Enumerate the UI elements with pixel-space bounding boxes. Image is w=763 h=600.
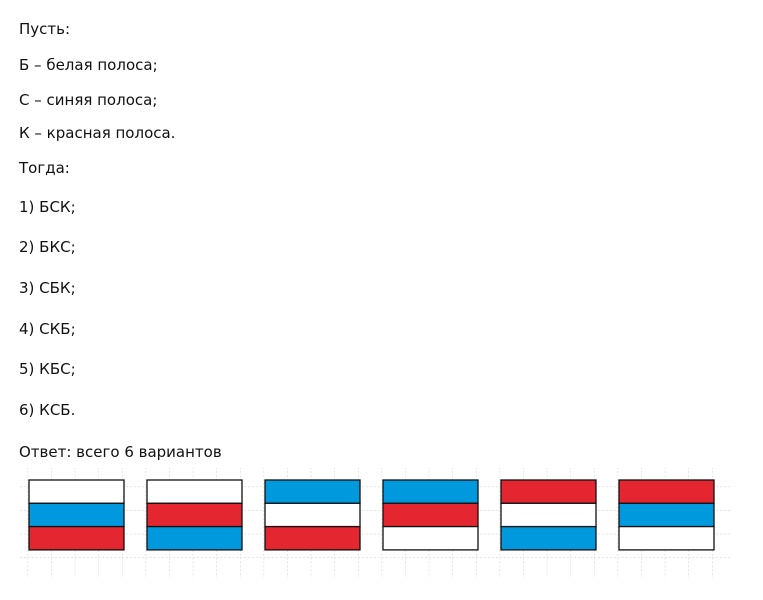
- flag: [500, 479, 597, 551]
- stripe: [382, 479, 479, 504]
- stripe: [618, 479, 715, 504]
- grid-background: [20, 468, 730, 578]
- stripe: [500, 502, 597, 528]
- text-line: Тогда:: [19, 159, 70, 177]
- stripe: [146, 502, 243, 528]
- stripe: [382, 525, 479, 551]
- flag: [28, 479, 125, 551]
- text-line: 4) СКБ;: [19, 320, 76, 338]
- stripe: [500, 525, 597, 551]
- flag: [382, 479, 479, 551]
- stripe: [28, 502, 125, 528]
- text-line: С – синяя полоса;: [19, 91, 158, 109]
- stripe: [28, 525, 125, 551]
- flag: [146, 479, 243, 551]
- stripe: [264, 479, 361, 504]
- stripe: [146, 479, 243, 504]
- text-line: 5) КБС;: [19, 360, 76, 378]
- stripe: [146, 525, 243, 551]
- text-line: Пусть:: [19, 20, 71, 38]
- text-line: Б – белая полоса;: [19, 56, 158, 74]
- text-line: 3) СБК;: [19, 279, 76, 297]
- flags-figure: [20, 468, 730, 578]
- text-line: Ответ: всего 6 вариантов: [19, 443, 222, 461]
- stripe: [382, 502, 479, 528]
- stripe: [500, 479, 597, 504]
- stripe: [264, 502, 361, 528]
- text-line: К – красная полоса.: [19, 124, 176, 142]
- text-line: 2) БКС;: [19, 238, 76, 256]
- text-line: 1) БСК;: [19, 198, 76, 216]
- text-line: 6) КСБ.: [19, 401, 76, 419]
- flag: [618, 479, 715, 551]
- stripe: [264, 525, 361, 551]
- stripe: [618, 525, 715, 551]
- stripe: [618, 502, 715, 528]
- stripe: [28, 479, 125, 504]
- flag: [264, 479, 361, 551]
